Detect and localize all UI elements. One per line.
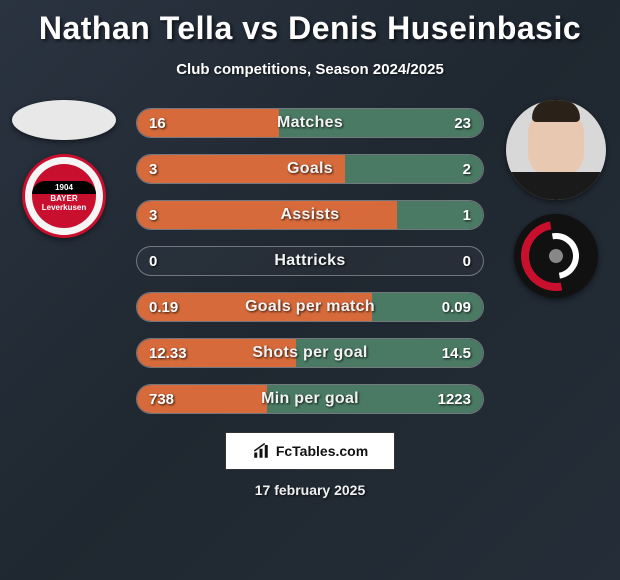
bayer-crest-text2: Leverkusen (42, 203, 86, 212)
stat-label: Shots per goal (137, 339, 483, 367)
stat-row: 00Hattricks (136, 246, 484, 276)
left-club-crest: 1904 BAYER Leverkusen (22, 154, 106, 238)
hurricane-swirl-icon (521, 221, 591, 291)
footer-date: 17 february 2025 (0, 482, 620, 498)
stat-label: Assists (137, 201, 483, 229)
stat-label: Min per goal (137, 385, 483, 413)
player-shirt-icon (506, 172, 606, 200)
bayer-crest-inner: 1904 BAYER Leverkusen (32, 164, 96, 228)
comparison-content: 1904 BAYER Leverkusen 1623Matches 32Goals… (0, 108, 620, 414)
stats-bars: 1623Matches 32Goals 31Assists 00Hattricks 0.… (136, 108, 484, 414)
player-face-icon (528, 106, 584, 176)
stat-row: 0.190.09Goals per match (136, 292, 484, 322)
stat-label: Goals (137, 155, 483, 183)
stat-row: 12.3314.5Shots per goal (136, 338, 484, 368)
left-player-column: 1904 BAYER Leverkusen (8, 100, 120, 238)
page-title: Nathan Tella vs Denis Huseinbasic (0, 0, 620, 47)
stat-label: Hattricks (137, 247, 483, 275)
right-club-crest (514, 214, 598, 298)
footer-site-text: FcTables.com (276, 443, 368, 459)
stat-label: Goals per match (137, 293, 483, 321)
stat-row: 7381223Min per goal (136, 384, 484, 414)
bayer-crest-text1: BAYER (50, 194, 77, 203)
stat-row: 1623Matches (136, 108, 484, 138)
fctables-logo-icon (252, 442, 270, 460)
left-player-avatar (12, 100, 116, 140)
stat-row: 32Goals (136, 154, 484, 184)
bayer-crest-year: 1904 (32, 181, 96, 194)
hurricane-eye-icon (549, 249, 563, 263)
right-player-avatar (506, 100, 606, 200)
stat-label: Matches (137, 109, 483, 137)
right-player-column (500, 100, 612, 298)
page-subtitle: Club competitions, Season 2024/2025 (0, 61, 620, 78)
footer-site-badge[interactable]: FcTables.com (225, 432, 395, 470)
stat-row: 31Assists (136, 200, 484, 230)
